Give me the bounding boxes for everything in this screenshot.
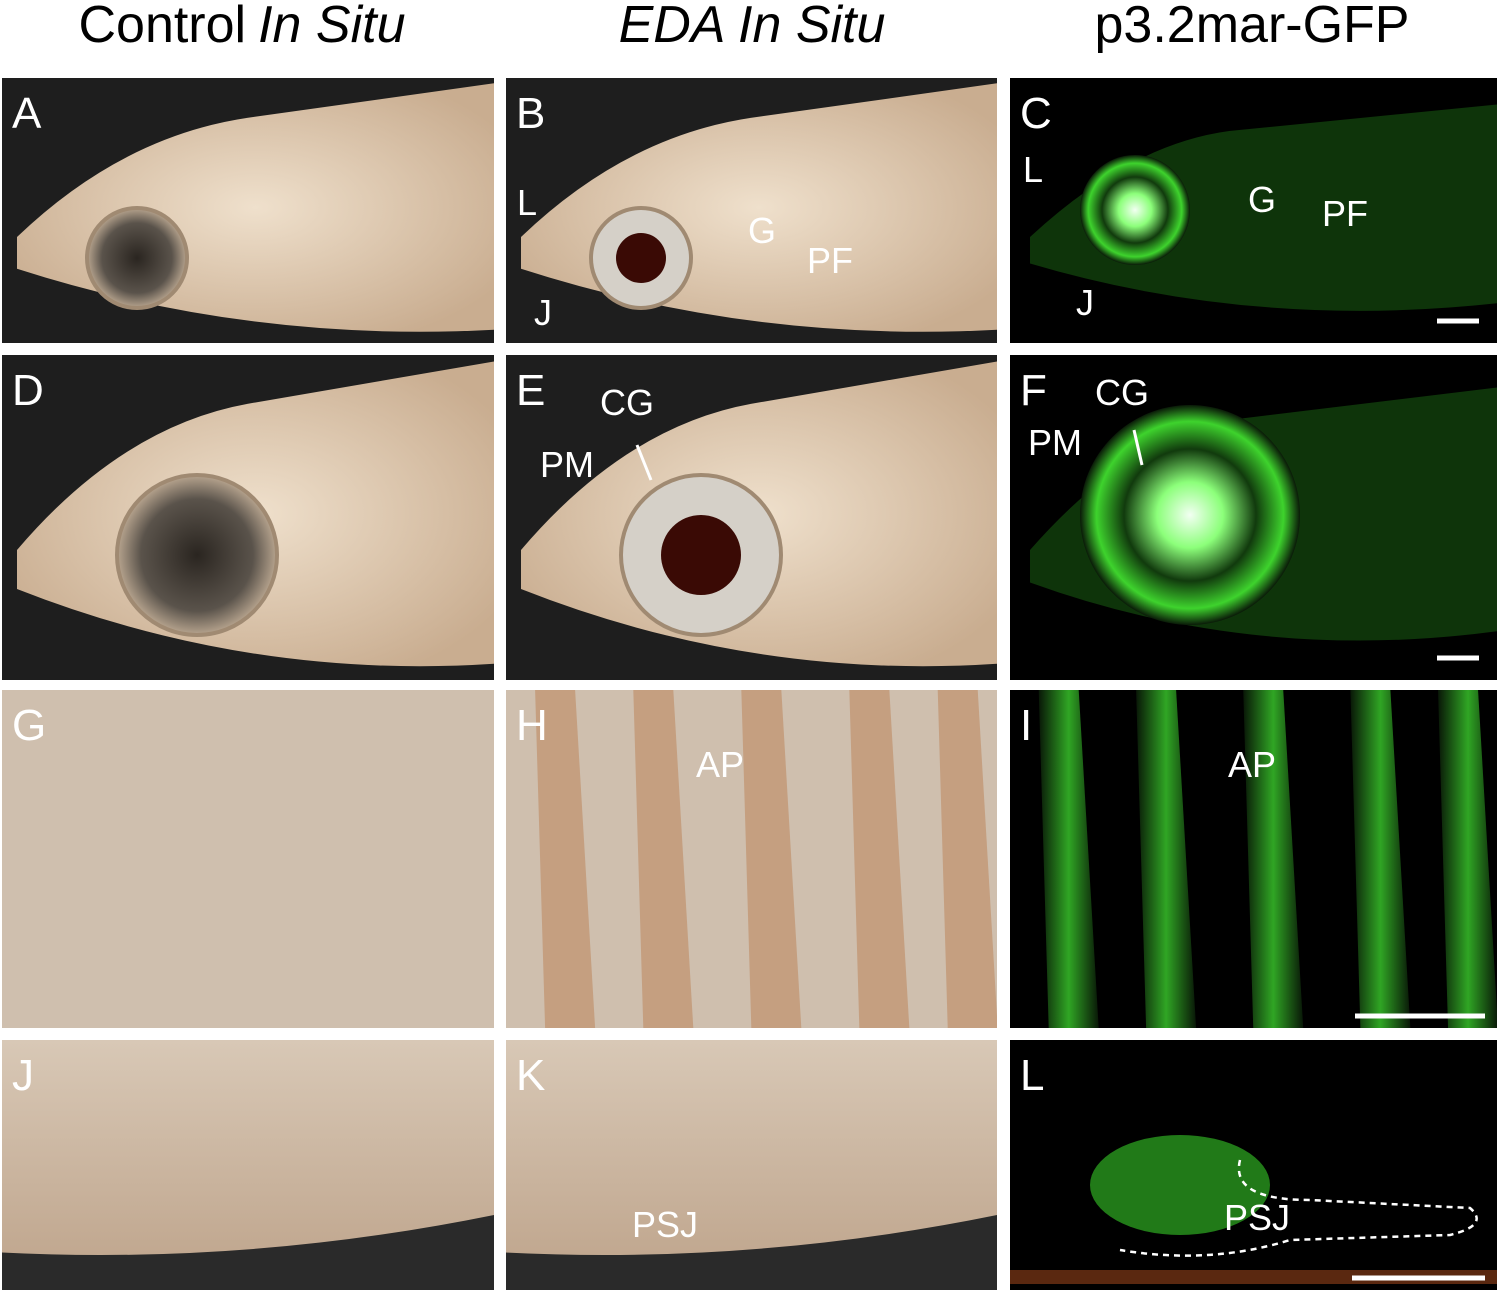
panel: L PSJ xyxy=(1010,1040,1497,1290)
background xyxy=(506,690,997,1028)
annotation: PM xyxy=(1028,422,1082,463)
panel-letter: L xyxy=(1020,1051,1044,1100)
pointer xyxy=(1132,429,1144,466)
panel-image xyxy=(2,690,494,1028)
panel-image xyxy=(1010,1040,1497,1290)
panel-letter: D xyxy=(12,366,44,415)
panel-letter: A xyxy=(12,89,42,138)
stripe xyxy=(1438,690,1497,1028)
pupil xyxy=(661,515,741,595)
stripe xyxy=(1243,690,1304,1028)
column-title: EDA In Situ xyxy=(619,0,886,54)
eye xyxy=(85,206,189,310)
eye xyxy=(1080,155,1190,265)
outline xyxy=(1119,1159,1478,1257)
eye xyxy=(115,473,279,637)
panel: B L G PF J xyxy=(506,78,997,343)
annotation: L xyxy=(1023,149,1043,190)
title-italic: In Situ xyxy=(258,0,405,54)
body xyxy=(506,1040,997,1255)
annotation: PF xyxy=(807,240,853,281)
column-title: Control In Situ xyxy=(78,0,405,54)
annotation: J xyxy=(1076,282,1094,323)
annotation: CG xyxy=(600,382,654,423)
background xyxy=(2,690,494,1028)
annotation: PM xyxy=(540,444,594,485)
panel: G xyxy=(2,690,494,1028)
panel-image xyxy=(2,355,494,680)
panel-image xyxy=(2,78,494,343)
pointer xyxy=(635,444,653,481)
panel-image xyxy=(2,1040,494,1290)
stripe xyxy=(1136,690,1197,1028)
stripe xyxy=(1038,690,1099,1028)
column-title: p3.2mar-GFP xyxy=(1095,0,1410,54)
panel-letter: G xyxy=(12,701,46,750)
panel-letter: B xyxy=(516,89,545,138)
annotation: G xyxy=(748,210,776,251)
panel-letter: C xyxy=(1020,89,1052,138)
stripe xyxy=(849,690,910,1028)
panel: I AP xyxy=(1010,690,1497,1028)
annotation: PSJ xyxy=(632,1204,698,1245)
panel-letter: E xyxy=(516,366,545,415)
annotation: AP xyxy=(696,744,744,785)
pupil xyxy=(616,233,666,283)
stripe xyxy=(937,690,997,1028)
panel-image xyxy=(506,78,997,343)
stripe xyxy=(535,690,596,1028)
panel: A xyxy=(2,78,494,343)
panel-letter: I xyxy=(1020,701,1032,750)
annotation: PSJ xyxy=(1224,1197,1290,1238)
panel: D xyxy=(2,355,494,680)
panel-letter: F xyxy=(1020,366,1047,415)
panel-letter: J xyxy=(12,1051,34,1100)
panel: J xyxy=(2,1040,494,1290)
panel: CL G PF J xyxy=(1010,78,1497,343)
annotation: CG xyxy=(1095,372,1149,413)
panel-image xyxy=(506,355,997,680)
panel: K PSJ xyxy=(506,1040,997,1290)
panel-letter: K xyxy=(516,1051,545,1100)
stripe xyxy=(633,690,694,1028)
stripe xyxy=(1350,690,1411,1028)
body xyxy=(2,1040,494,1255)
panel: F CG PM xyxy=(1010,355,1497,680)
annotation: PF xyxy=(1322,193,1368,234)
annotation: AP xyxy=(1228,744,1276,785)
annotation: G xyxy=(1248,179,1276,220)
panel-letter: H xyxy=(516,701,548,750)
annotation: L xyxy=(517,182,537,223)
eye xyxy=(1080,405,1300,625)
annotation: J xyxy=(534,292,552,333)
stripe xyxy=(741,690,802,1028)
glow xyxy=(1090,1135,1270,1235)
panel-image xyxy=(506,1040,997,1290)
title-plain: Control xyxy=(78,0,246,54)
panel-image xyxy=(1010,690,1497,1028)
panel-image xyxy=(1010,78,1497,343)
panel: H AP xyxy=(506,690,997,1028)
panel-image xyxy=(1010,355,1497,680)
panel-image xyxy=(506,690,997,1028)
